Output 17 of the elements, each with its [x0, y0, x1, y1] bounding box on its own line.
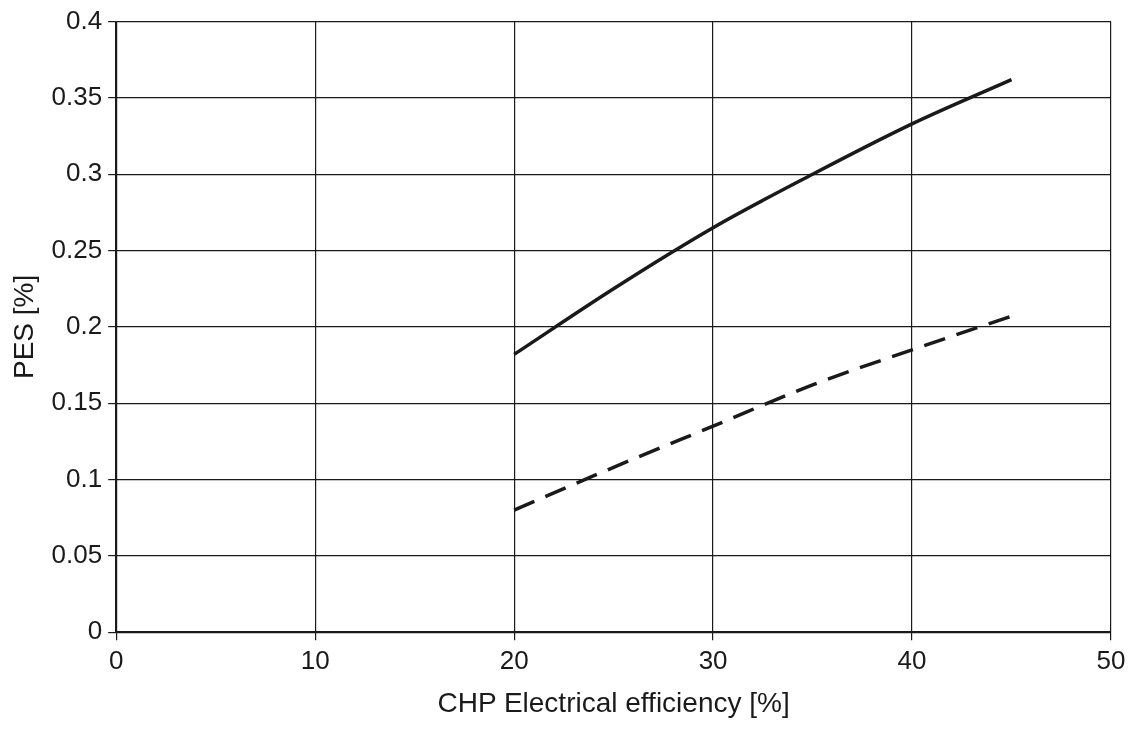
- y-tick-label: 0: [87, 615, 103, 646]
- y-tick-label: 0.1: [66, 462, 103, 493]
- y-tick-label: 0.35: [51, 81, 103, 112]
- y-tick-label: 0.25: [51, 233, 103, 264]
- y-axis-title: PES [%]: [7, 274, 39, 380]
- y-tick-label: 0.2: [66, 310, 103, 341]
- y-tick-label: 0.05: [51, 539, 103, 570]
- x-tick-label: 0: [108, 644, 124, 675]
- y-tick-label: 0.4: [66, 4, 103, 35]
- x-tick-label: 20: [499, 644, 529, 675]
- y-tick-label: 0.3: [66, 157, 103, 188]
- x-axis-title: CHP Electrical efficiency [%]: [437, 686, 790, 718]
- x-tick-label: 50: [1096, 644, 1126, 675]
- x-tick-label: 40: [897, 644, 927, 675]
- x-tick-label: 10: [300, 644, 330, 675]
- x-tick-label: 30: [698, 644, 728, 675]
- y-tick-label: 0.15: [51, 386, 103, 417]
